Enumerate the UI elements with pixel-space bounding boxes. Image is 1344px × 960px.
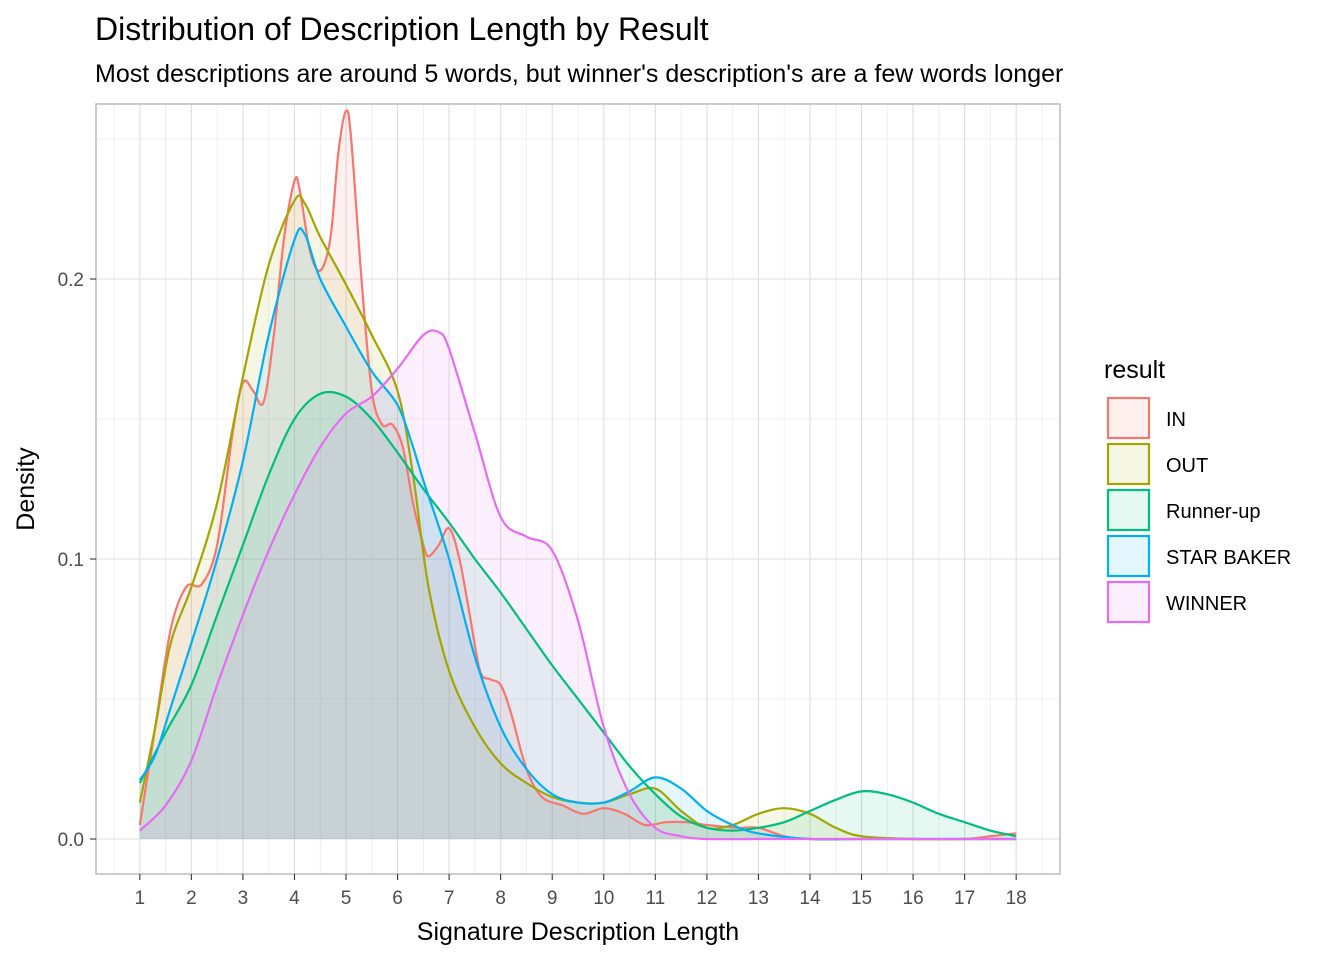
- x-tick-label: 17: [954, 888, 975, 909]
- legend: result IN OUT Runner-up STAR BAKER WINNER: [1104, 356, 1291, 624]
- legend-title: result: [1104, 356, 1165, 384]
- x-tick-label: 11: [645, 888, 665, 909]
- legend-key-background: [1108, 581, 1150, 623]
- legend-label-runner-up: Runner-up: [1166, 501, 1261, 523]
- x-tick-label: 15: [851, 888, 872, 909]
- legend-swatch-runner-up: [1106, 488, 1151, 532]
- plot-border: [95, 103, 1061, 875]
- legend-key-background: [1108, 535, 1150, 577]
- x-tick-label: 1: [135, 888, 146, 909]
- x-tick-label: 3: [238, 888, 249, 909]
- legend-label-star-baker: STAR BAKER: [1166, 547, 1291, 569]
- density-line-out: [138, 194, 1017, 841]
- density-line-star-baker: [138, 227, 1017, 841]
- legend-swatch-winner: [1106, 580, 1151, 624]
- y-tick-label: 0.1: [58, 550, 84, 571]
- x-tick-label: 4: [289, 888, 300, 909]
- legend-label-out: OUT: [1166, 455, 1208, 477]
- x-tick-label: 8: [495, 888, 506, 909]
- x-tick-label: 9: [547, 888, 558, 909]
- density-area-in: [139, 110, 1017, 840]
- y-tick-label: 0.2: [58, 270, 84, 291]
- legend-swatch-out: [1106, 442, 1151, 486]
- legend-key-background: [1108, 397, 1150, 439]
- density-line-runner-up: [138, 390, 1017, 838]
- x-tick-label: 16: [903, 888, 924, 909]
- legend-item-out: OUT: [1106, 442, 1208, 486]
- x-tick-label: 7: [444, 888, 455, 909]
- legend-swatch-in: [1106, 396, 1151, 440]
- major-gridlines: [96, 104, 1060, 874]
- x-axis-ticks: 1 2 3 4 5 6 7 8 9 10 11 12 13 14 15 16 17 18: [135, 874, 1027, 909]
- density-areas: [139, 110, 1017, 840]
- x-tick-label: 5: [341, 888, 352, 909]
- legend-item-runner-up: Runner-up: [1106, 488, 1261, 532]
- density-area-runner-up: [139, 391, 1017, 839]
- legend-swatch-star-baker: [1106, 534, 1151, 578]
- legend-label-in: IN: [1166, 409, 1186, 431]
- density-line-winner: [139, 329, 1017, 841]
- density-lines: [138, 109, 1017, 841]
- x-axis-title: Signature Description Length: [417, 918, 739, 946]
- x-tick-label: 14: [799, 888, 821, 909]
- legend-item-winner: WINNER: [1106, 580, 1247, 624]
- chart-subtitle: Most descriptions are around 5 words, bu…: [95, 60, 1063, 88]
- x-tick-label: 2: [186, 888, 197, 909]
- y-axis-title: Density: [12, 447, 40, 531]
- y-axis-ticks: 0.0 0.1 0.2: [58, 270, 96, 851]
- legend-label-winner: WINNER: [1166, 593, 1247, 615]
- x-tick-label: 13: [748, 888, 769, 909]
- density-area-out: [139, 195, 1017, 840]
- density-area-star-baker: [139, 228, 1017, 840]
- legend-item-star-baker: STAR BAKER: [1106, 534, 1291, 578]
- legend-key-background: [1108, 489, 1150, 531]
- y-tick-label: 0.0: [58, 830, 84, 851]
- x-tick-label: 10: [593, 888, 614, 909]
- legend-item-in: IN: [1106, 396, 1186, 440]
- legend-key-background: [1108, 443, 1150, 485]
- minor-gridlines: [96, 104, 1060, 874]
- density-area-winner: [139, 330, 1017, 840]
- x-tick-label: 18: [1006, 888, 1027, 909]
- x-tick-label: 12: [696, 888, 717, 909]
- x-tick-label: 6: [392, 888, 403, 909]
- chart-title: Distribution of Description Length by Re…: [95, 11, 709, 47]
